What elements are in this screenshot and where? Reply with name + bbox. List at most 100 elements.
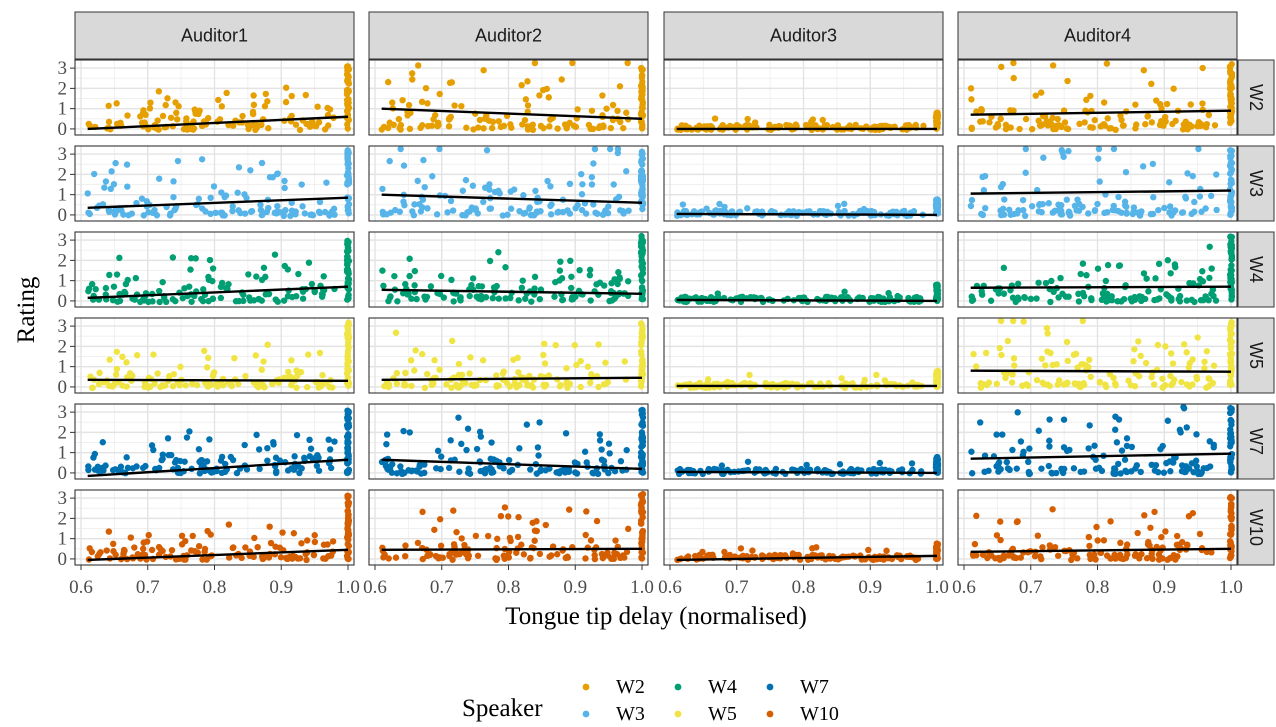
data-point bbox=[1186, 360, 1193, 367]
data-point bbox=[1228, 293, 1236, 300]
data-point bbox=[405, 101, 413, 109]
data-point bbox=[1054, 115, 1061, 123]
data-point bbox=[515, 297, 522, 304]
data-point bbox=[594, 470, 602, 478]
data-point bbox=[123, 454, 130, 461]
data-point bbox=[1201, 365, 1208, 372]
data-point bbox=[400, 382, 408, 389]
data-point bbox=[1046, 416, 1053, 423]
data-point bbox=[1158, 117, 1165, 125]
data-point bbox=[1228, 319, 1235, 327]
data-point bbox=[225, 554, 233, 561]
panel-auditor1-w4 bbox=[74, 231, 355, 308]
data-point bbox=[819, 116, 826, 124]
legend-item-w4: W4 bbox=[674, 676, 737, 698]
data-point bbox=[623, 168, 630, 175]
data-point bbox=[1131, 382, 1139, 390]
data-point bbox=[1039, 544, 1046, 551]
data-point bbox=[614, 107, 621, 115]
data-point bbox=[296, 469, 303, 477]
data-point bbox=[577, 383, 584, 391]
y-tick-label: 2 bbox=[58, 422, 68, 443]
data-point bbox=[934, 200, 942, 207]
data-point bbox=[155, 287, 163, 295]
data-point bbox=[1112, 382, 1119, 389]
data-point bbox=[147, 383, 154, 390]
data-point bbox=[1139, 163, 1147, 170]
data-point bbox=[1148, 80, 1155, 88]
data-point bbox=[590, 160, 597, 167]
data-point bbox=[258, 159, 266, 167]
data-point bbox=[477, 467, 484, 475]
data-point bbox=[92, 286, 99, 293]
panel-auditor1-w3 bbox=[74, 145, 355, 222]
data-point bbox=[980, 381, 987, 388]
data-point bbox=[133, 352, 141, 359]
data-point bbox=[402, 369, 409, 376]
data-point bbox=[524, 102, 532, 109]
data-point bbox=[1162, 343, 1169, 350]
data-point bbox=[1212, 297, 1220, 304]
facet-row-strip-bg bbox=[1237, 145, 1275, 222]
data-point bbox=[1226, 63, 1234, 70]
data-point bbox=[1112, 126, 1119, 134]
data-point bbox=[480, 125, 487, 132]
data-point bbox=[1089, 124, 1096, 131]
data-point bbox=[1228, 418, 1235, 425]
data-point bbox=[246, 294, 253, 301]
data-point bbox=[493, 372, 500, 379]
data-point bbox=[162, 101, 169, 109]
data-point bbox=[1138, 550, 1145, 558]
data-point bbox=[345, 549, 352, 556]
data-point bbox=[997, 115, 1004, 123]
data-point bbox=[105, 206, 112, 214]
data-point bbox=[1081, 119, 1088, 126]
data-point bbox=[1227, 278, 1234, 286]
data-point bbox=[120, 546, 128, 554]
y-tick-label: 0 bbox=[58, 119, 68, 140]
data-point bbox=[145, 209, 152, 216]
x-tick-label: 0.7 bbox=[136, 577, 160, 598]
data-point bbox=[247, 167, 254, 174]
data-point bbox=[547, 183, 554, 190]
y-tick-label: 3 bbox=[58, 230, 68, 251]
data-point bbox=[1123, 442, 1131, 450]
data-point bbox=[1227, 79, 1234, 87]
data-point bbox=[419, 508, 426, 516]
data-point bbox=[1198, 469, 1205, 476]
data-point bbox=[180, 556, 188, 563]
data-point bbox=[325, 436, 332, 443]
data-point bbox=[639, 266, 646, 273]
data-point bbox=[639, 327, 646, 334]
data-point bbox=[1038, 465, 1045, 472]
data-point bbox=[638, 118, 645, 126]
data-point bbox=[968, 196, 976, 204]
data-point bbox=[638, 284, 646, 291]
legend: Speaker W2 W3 W4 W5 W7 W10 bbox=[462, 676, 839, 725]
data-point bbox=[562, 430, 570, 437]
data-point bbox=[505, 456, 513, 464]
facet-strip-label: Auditor1 bbox=[181, 26, 248, 46]
data-point bbox=[592, 209, 599, 216]
data-point bbox=[997, 518, 1004, 525]
data-point bbox=[1227, 233, 1234, 240]
data-point bbox=[310, 551, 318, 559]
data-point bbox=[345, 327, 352, 335]
data-point bbox=[288, 357, 295, 364]
data-point bbox=[105, 528, 113, 535]
data-point bbox=[476, 428, 484, 436]
data-point bbox=[188, 380, 196, 387]
data-point bbox=[172, 205, 179, 212]
data-point bbox=[172, 99, 179, 106]
panel-auditor2-w10 bbox=[368, 489, 649, 566]
y-tick-label: 3 bbox=[58, 488, 68, 509]
data-point bbox=[252, 352, 260, 359]
data-point bbox=[1200, 296, 1207, 304]
legend-title: Speaker bbox=[462, 695, 543, 722]
data-point bbox=[593, 517, 601, 525]
facet-strip-auditor1: Auditor1 bbox=[74, 11, 355, 60]
data-point bbox=[95, 380, 103, 388]
data-point bbox=[1227, 439, 1234, 447]
y-tick-label: 1 bbox=[58, 357, 68, 378]
data-point bbox=[208, 381, 215, 388]
